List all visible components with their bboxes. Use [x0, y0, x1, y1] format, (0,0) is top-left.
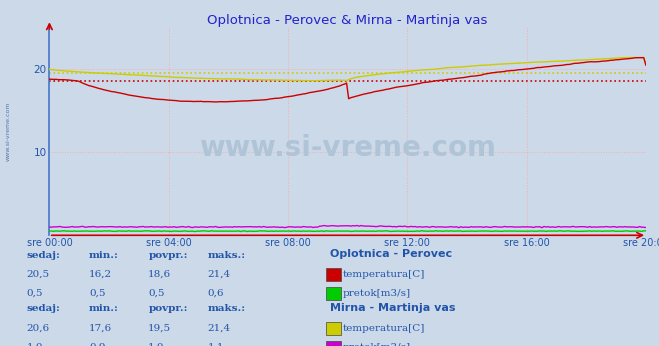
Text: pretok[m3/s]: pretok[m3/s]	[343, 343, 411, 346]
Text: povpr.:: povpr.:	[148, 304, 188, 313]
Text: www.si-vreme.com: www.si-vreme.com	[199, 134, 496, 162]
Text: sedaj:: sedaj:	[26, 251, 60, 260]
Text: povpr.:: povpr.:	[148, 251, 188, 260]
Text: min.:: min.:	[89, 304, 119, 313]
Text: 17,6: 17,6	[89, 324, 112, 333]
Text: 0,9: 0,9	[89, 343, 105, 346]
Text: 0,5: 0,5	[89, 289, 105, 298]
Text: Mirna - Martinja vas: Mirna - Martinja vas	[330, 303, 455, 313]
Text: 0,6: 0,6	[208, 289, 224, 298]
Text: 1,0: 1,0	[26, 343, 43, 346]
Text: 19,5: 19,5	[148, 324, 171, 333]
Text: 0,5: 0,5	[26, 289, 43, 298]
Text: temperatura[C]: temperatura[C]	[343, 324, 425, 333]
Text: temperatura[C]: temperatura[C]	[343, 270, 425, 279]
Text: 1,0: 1,0	[148, 343, 165, 346]
Text: maks.:: maks.:	[208, 251, 246, 260]
Text: Oplotnica - Perovec: Oplotnica - Perovec	[330, 249, 451, 259]
Title: Oplotnica - Perovec & Mirna - Martinja vas: Oplotnica - Perovec & Mirna - Martinja v…	[208, 13, 488, 27]
Text: maks.:: maks.:	[208, 304, 246, 313]
Text: 1,1: 1,1	[208, 343, 224, 346]
Text: 20,5: 20,5	[26, 270, 49, 279]
Text: 18,6: 18,6	[148, 270, 171, 279]
Text: 20,6: 20,6	[26, 324, 49, 333]
Text: min.:: min.:	[89, 251, 119, 260]
Text: 21,4: 21,4	[208, 324, 231, 333]
Text: 0,5: 0,5	[148, 289, 165, 298]
Text: www.si-vreme.com: www.si-vreme.com	[5, 102, 11, 161]
Text: pretok[m3/s]: pretok[m3/s]	[343, 289, 411, 298]
Text: sedaj:: sedaj:	[26, 304, 60, 313]
Text: 21,4: 21,4	[208, 270, 231, 279]
Text: 16,2: 16,2	[89, 270, 112, 279]
